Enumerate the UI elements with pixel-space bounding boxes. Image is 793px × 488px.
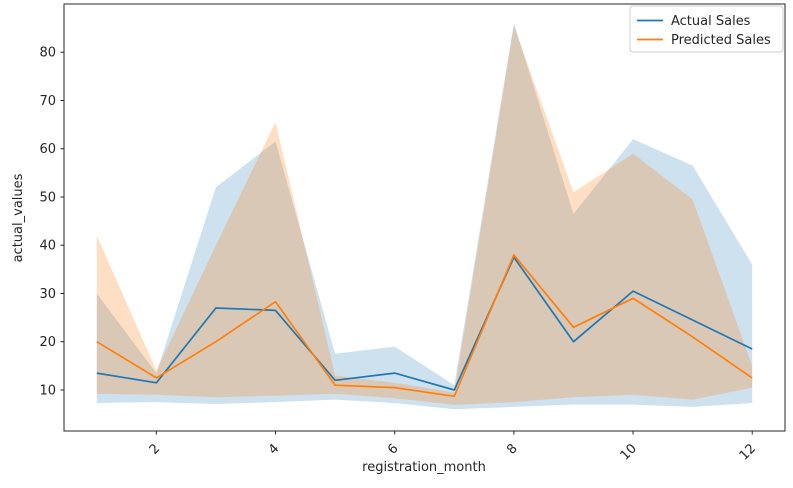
y-tick-label: 70 xyxy=(39,94,56,109)
y-tick-label: 80 xyxy=(39,46,56,61)
x-tick-label: 10 xyxy=(618,441,640,463)
y-tick-label: 60 xyxy=(39,142,56,157)
actual-sales-line xyxy=(96,256,753,391)
plot-area-frame xyxy=(63,3,786,432)
x-tick-label: 4 xyxy=(266,441,282,457)
predicted-sales-line xyxy=(96,254,753,398)
series-lines xyxy=(96,254,753,398)
y-tick-label: 50 xyxy=(39,190,56,205)
legend: Actual Sales Predicted Sales xyxy=(629,5,784,53)
y-tick-label: 40 xyxy=(39,239,56,254)
legend-label-actual-sales: Actual Sales xyxy=(671,14,751,29)
x-tick-label: 6 xyxy=(385,441,401,457)
x-tick-label: 8 xyxy=(504,441,520,457)
plot-frame-line xyxy=(63,3,786,432)
x-axis-label: registration_month xyxy=(362,460,486,475)
y-axis-ticks: 10 20 30 40 50 60 70 80 xyxy=(39,46,64,398)
legend-label-predicted-sales: Predicted Sales xyxy=(671,33,771,48)
x-tick-label: 12 xyxy=(737,441,759,463)
y-tick-label: 30 xyxy=(39,287,56,302)
x-tick-label: 2 xyxy=(147,441,163,457)
y-tick-label: 20 xyxy=(39,335,56,350)
y-axis-label: actual_values xyxy=(11,173,26,262)
y-tick-label: 10 xyxy=(39,383,56,398)
actual-sales-band xyxy=(96,23,753,410)
x-axis-ticks: 2 4 6 8 10 12 xyxy=(147,431,759,464)
legend-box xyxy=(629,5,784,53)
plot-frame-overlay xyxy=(63,3,786,432)
